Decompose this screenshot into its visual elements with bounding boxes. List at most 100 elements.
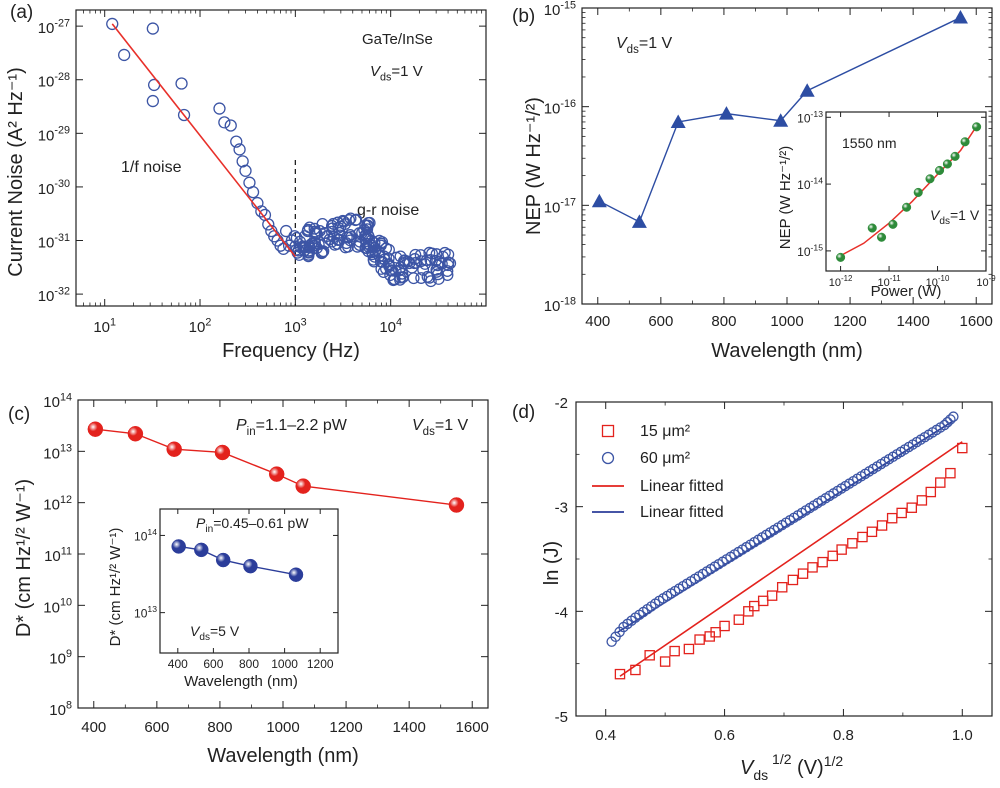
data-point: [683, 643, 695, 655]
inset-y-tick-label-base: 10: [797, 178, 811, 192]
y-tick-label-exp: 9: [66, 648, 72, 660]
vds-label: Vds=1 V: [412, 417, 469, 438]
y-tick-label: 1012: [43, 494, 72, 514]
inset-y-tick-label-exp: 14: [147, 527, 157, 537]
data-point: [757, 595, 769, 607]
vds-label: Vds=1 V: [616, 35, 673, 56]
y-tick-label: 1013: [43, 443, 72, 463]
y-tick-label-exp: 10: [60, 597, 72, 609]
y-tick-label: 10-32: [38, 285, 70, 305]
data-point: [614, 668, 626, 680]
data-point: [239, 164, 252, 177]
y-tick-label: 10-27: [38, 17, 70, 37]
y-tick-label: 10-29: [38, 125, 70, 145]
data-point: [766, 590, 778, 601]
panel-label: (a): [10, 2, 33, 23]
data-point: [876, 520, 888, 531]
inset-y-tick-label: 10-15: [797, 242, 823, 258]
x-tick-label-exp: 2: [205, 316, 211, 328]
vds-label-v: V: [370, 63, 382, 80]
data-point: [866, 526, 878, 538]
data-point: [694, 634, 705, 645]
data-point: [659, 656, 671, 667]
pin-label-sub: in: [247, 426, 256, 438]
data-point: [799, 83, 815, 97]
fit-line: [111, 23, 296, 258]
y-tick-label-base: 10: [44, 548, 61, 565]
y-tick-label-base: 10: [43, 599, 60, 616]
y-tick-label-base: 10: [38, 235, 55, 252]
data-point: [948, 411, 959, 422]
y-tick-label: -3: [555, 500, 568, 517]
data-point: [935, 477, 946, 488]
inset-y-tick-label-base: 10: [797, 245, 811, 259]
x-tick-label: 0.4: [595, 727, 616, 744]
y-tick-label-exp: -15: [560, 0, 576, 11]
data-point: [214, 444, 231, 461]
y-tick-label-exp: 13: [60, 443, 72, 455]
vds-label: Vds=1 V: [370, 63, 423, 84]
data-point: [328, 231, 340, 243]
legend-label: 15 μm²: [640, 423, 691, 440]
inset-data-point: [925, 174, 935, 184]
data-point: [328, 238, 341, 251]
data-point: [432, 273, 445, 285]
inset-data-point: [950, 151, 960, 161]
legend-label: Linear fitted: [640, 504, 724, 521]
inset-x-tick-label: 10-9: [976, 274, 996, 289]
annotation-1f-noise: 1/f noise: [121, 159, 182, 176]
data-point: [797, 568, 809, 579]
fit-line: [619, 441, 963, 677]
x-tick-label: 800: [207, 719, 232, 736]
y-axis-label: ln (J): [541, 541, 563, 585]
inset-y-axis-label: D* (cm Hz¹/² W⁻¹): [107, 528, 124, 647]
data-point: [349, 214, 362, 227]
inset-y-tick-label-base: 10: [797, 111, 811, 125]
inset-data-point: [836, 252, 846, 262]
panel-label: (c): [8, 404, 30, 425]
inset-x-tick-label-exp: -9: [989, 274, 997, 283]
inset-x-axis-label: Power (W): [871, 283, 942, 300]
data-point: [847, 538, 858, 549]
vds-label-sub: ds: [627, 44, 639, 56]
panel-c: 400 600 800 1000 1200 1400 1600108109101010111…: [8, 391, 489, 767]
y-tick-label-exp: -29: [54, 125, 70, 137]
x-tick-label: 400: [585, 313, 610, 330]
data-point: [384, 269, 397, 282]
inset-x-tick-label: 10-10: [926, 274, 950, 289]
y-tick-label-base: 10: [544, 2, 561, 19]
data-point: [312, 238, 325, 251]
data-point: [305, 237, 318, 250]
data-point: [409, 248, 422, 261]
data-point: [886, 512, 898, 524]
inset-data-point: [171, 539, 186, 554]
y-tick-label: 1010: [43, 597, 72, 617]
x-tick-label: 1200: [833, 313, 866, 330]
x-tick-label-exp: 3: [301, 316, 307, 328]
y-tick-label-exp: 12: [60, 494, 72, 506]
data-point: [631, 214, 647, 228]
x-tick-label: 1200: [329, 719, 362, 736]
x-tick-label-base: 10: [93, 319, 110, 336]
inset-vds-label-value: =5 V: [210, 623, 240, 639]
inset-data-point: [902, 202, 912, 212]
data-point: [127, 426, 144, 442]
vds-label-value: =1 V: [391, 63, 422, 80]
data-point: [817, 556, 828, 568]
pin-label-value: =1.1–2.2 pW: [256, 417, 348, 434]
x-axis-label-unit: (V): [792, 757, 824, 779]
x-axis-label-sub: ds: [753, 767, 768, 783]
vds-label-value: =1 V: [639, 35, 673, 52]
data-point: [423, 246, 436, 259]
data-point: [857, 531, 868, 543]
data-point: [146, 94, 159, 108]
inset-annotation: 1550 nm: [842, 135, 896, 151]
y-tick-label: 109: [49, 648, 72, 668]
inset-y-tick-label: 10-14: [797, 176, 823, 192]
y-tick-label-exp: -17: [560, 197, 576, 209]
y-tick-label-exp: -30: [54, 178, 70, 190]
y-axis-label: Current Noise (A² Hz⁻¹): [5, 67, 27, 276]
data-point: [591, 193, 607, 208]
y-tick-label-exp: -16: [560, 98, 576, 110]
